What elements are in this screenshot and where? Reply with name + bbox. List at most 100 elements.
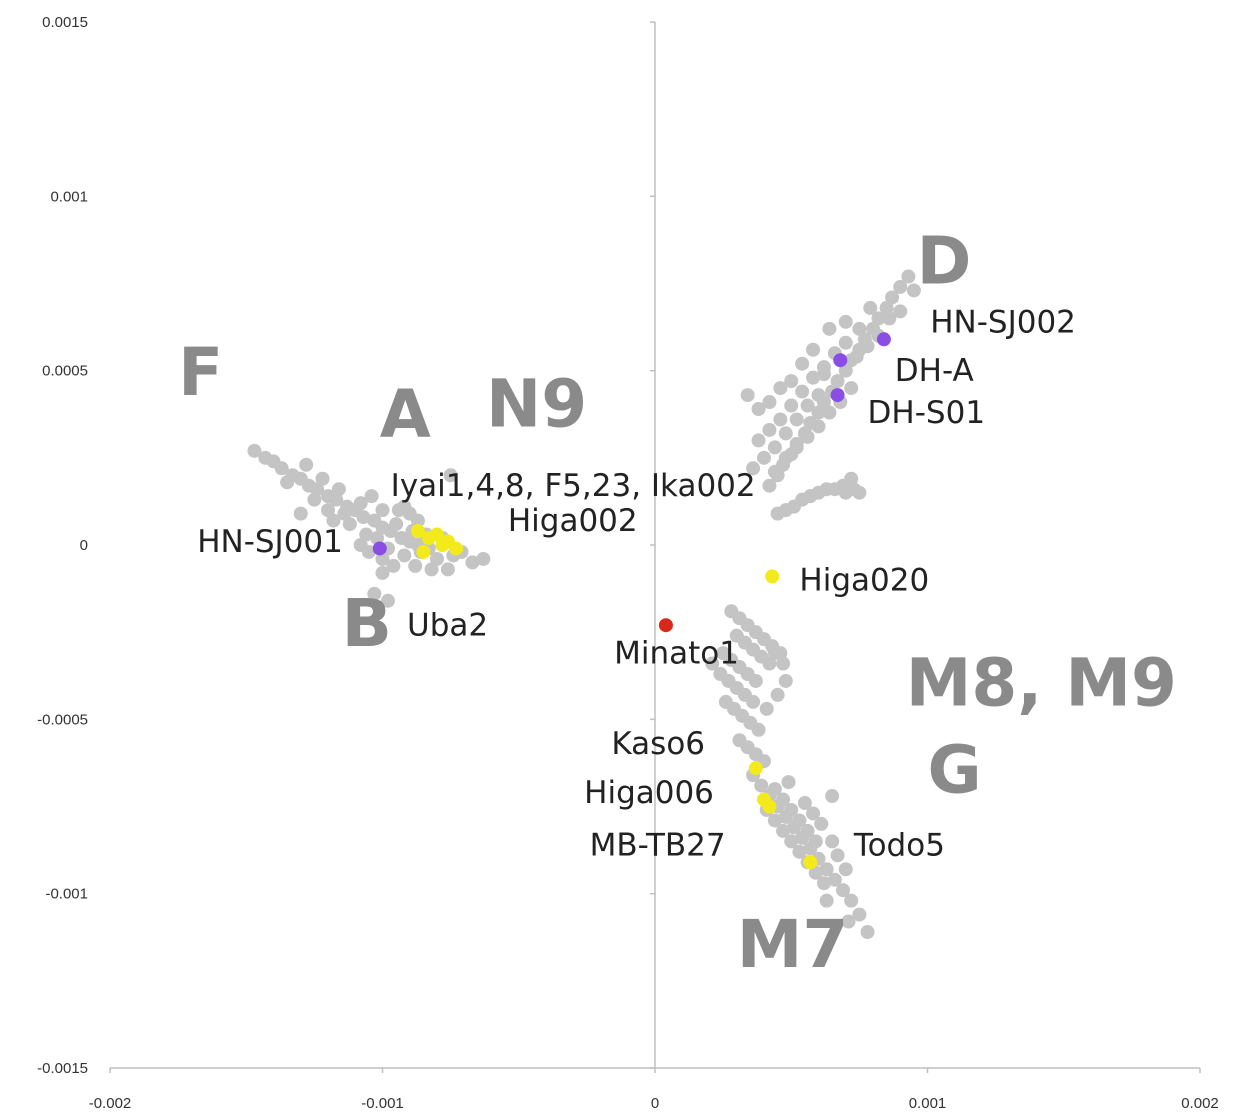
data-point <box>795 384 810 399</box>
data-point <box>410 524 425 539</box>
data-point <box>838 363 853 378</box>
data-point <box>797 796 812 811</box>
data-point <box>748 673 763 688</box>
data-point <box>800 429 815 444</box>
data-point <box>705 656 720 671</box>
data-point <box>844 471 859 486</box>
group-label: M7 <box>737 906 849 983</box>
data-point <box>825 789 840 804</box>
data-point <box>331 482 346 497</box>
data-point <box>443 468 458 483</box>
data-point <box>247 443 262 458</box>
data-point <box>860 925 875 940</box>
data-point <box>792 844 807 859</box>
data-point <box>380 593 395 608</box>
sample-label: Higa020 <box>799 562 929 598</box>
data-point <box>789 412 804 427</box>
data-point <box>838 314 853 329</box>
y-tick-label: 0.001 <box>50 188 88 205</box>
x-tick-label: 0.002 <box>1181 1095 1219 1112</box>
data-point <box>838 335 853 350</box>
data-point <box>430 527 444 542</box>
sample-label: Uba2 <box>407 608 488 644</box>
data-point <box>293 506 308 521</box>
data-point <box>838 862 853 877</box>
group-label: B <box>342 585 392 662</box>
sample-label: Minato1 <box>614 636 739 672</box>
data-point <box>408 558 423 573</box>
data-point <box>440 562 455 577</box>
x-tick-label: 0 <box>651 1095 659 1112</box>
data-point <box>822 321 837 336</box>
data-point <box>784 802 799 817</box>
y-tick-label: 0 <box>80 537 88 554</box>
annotations: HN-SJ002 DH-A DH-S01 Iyai1,4,8, F5,23, Ika0… <box>178 223 1177 983</box>
group-label: M8, M9 <box>906 644 1177 721</box>
data-point <box>806 342 821 357</box>
data-point <box>876 332 891 347</box>
data-point <box>762 422 777 437</box>
group-label: D <box>917 223 972 300</box>
data-point <box>770 687 785 702</box>
sample-label: HN-SJ002 <box>930 304 1076 340</box>
data-point <box>781 775 796 790</box>
data-point <box>795 356 810 371</box>
data-point <box>778 450 793 465</box>
sample-label: Kaso6 <box>611 726 705 762</box>
data-point <box>751 402 766 417</box>
data-point <box>397 548 412 563</box>
data-point <box>386 558 401 573</box>
x-tick-label: -0.001 <box>361 1095 404 1112</box>
data-point <box>430 551 444 566</box>
data-point <box>767 440 782 455</box>
x-tick-label: 0.001 <box>909 1095 947 1112</box>
data-point <box>844 381 859 396</box>
group-label: G <box>928 732 982 809</box>
data-point <box>449 541 464 556</box>
data-point <box>348 503 363 518</box>
data-point <box>811 388 826 403</box>
data-point <box>370 531 385 546</box>
data-point <box>841 914 856 929</box>
data-point <box>280 475 295 490</box>
data-point <box>784 834 799 849</box>
data-point <box>465 555 480 570</box>
data-point <box>389 517 404 532</box>
data-point <box>789 440 804 455</box>
group-label: A <box>380 376 431 453</box>
data-point <box>852 485 867 500</box>
data-point <box>806 806 821 821</box>
sample-label: Higa006 <box>584 775 714 811</box>
data-point <box>836 883 851 898</box>
data-point <box>353 538 368 552</box>
data-point <box>776 792 791 807</box>
data-point <box>792 813 807 828</box>
data-point <box>806 370 821 385</box>
group-label: N9 <box>486 365 587 442</box>
data-point <box>808 834 823 849</box>
data-point <box>424 562 439 577</box>
data-point <box>838 485 853 500</box>
data-point <box>773 381 788 396</box>
data-point <box>901 269 916 284</box>
data-point <box>416 544 431 559</box>
sample-label: HN-SJ001 <box>197 524 343 560</box>
data-point <box>830 374 845 389</box>
data-point <box>740 388 755 403</box>
data-point <box>315 471 330 486</box>
data-point <box>748 761 763 776</box>
data-point <box>833 353 848 368</box>
y-tick-label: 0.0015 <box>42 14 88 31</box>
data-point <box>321 503 335 518</box>
data-point <box>767 782 782 797</box>
data-point <box>337 506 352 521</box>
y-tick-label: -0.001 <box>45 886 88 903</box>
data-point <box>800 398 815 413</box>
data-point <box>825 834 840 849</box>
group-label: F <box>178 334 223 411</box>
data-point <box>819 862 834 877</box>
data-point <box>751 433 766 448</box>
data-point <box>757 450 771 465</box>
data-point <box>476 551 491 566</box>
data-point <box>762 478 777 493</box>
